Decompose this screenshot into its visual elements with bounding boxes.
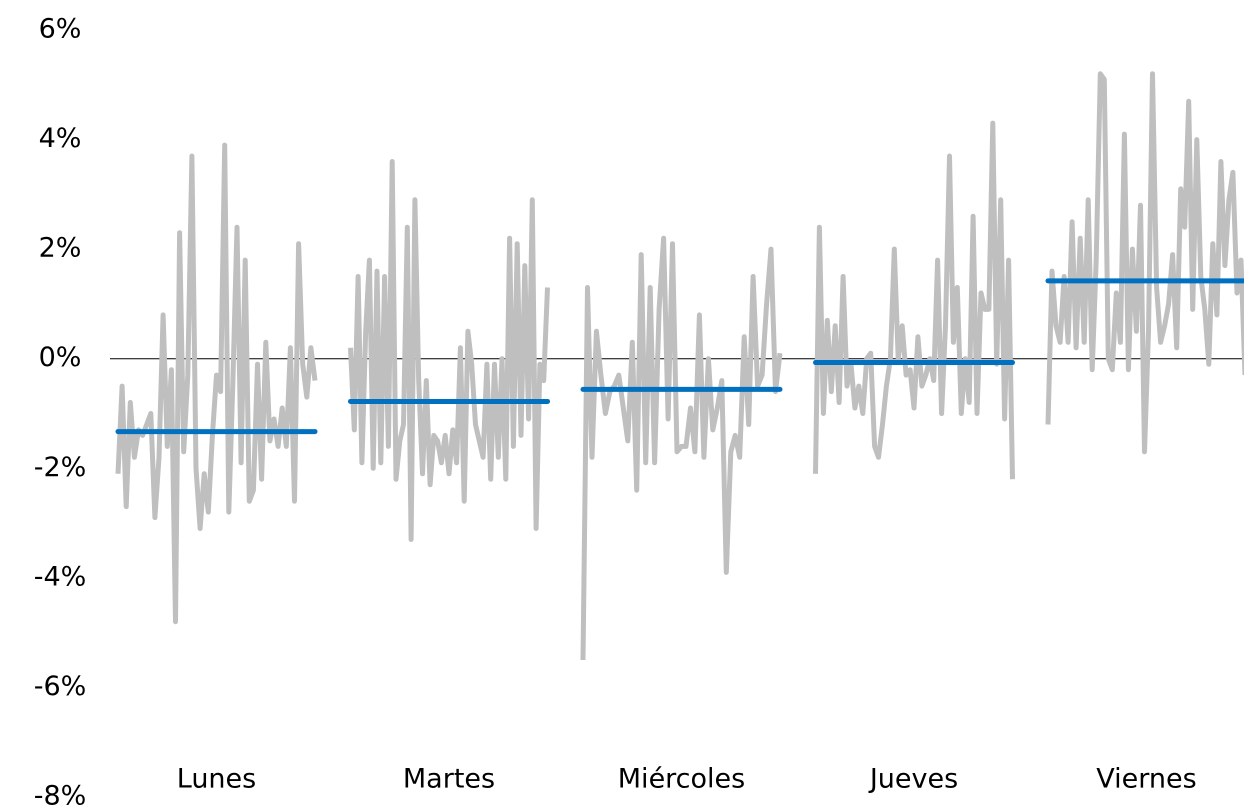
series-line — [580, 235, 783, 661]
x-tick-label: Jueves — [868, 764, 958, 795]
y-tick-label: 6% — [39, 14, 82, 45]
series-line — [1045, 71, 1244, 455]
x-tick-label: Miércoles — [618, 764, 745, 795]
y-tick-label: 4% — [39, 123, 82, 154]
y-tick-label: -6% — [34, 671, 87, 702]
y-tick-label: 2% — [39, 233, 82, 264]
x-tick-label: Martes — [403, 764, 495, 795]
y-tick-label: -2% — [34, 452, 87, 483]
x-tick-label: Lunes — [177, 764, 256, 795]
y-tick-label: -4% — [34, 561, 87, 592]
series-line — [813, 120, 1015, 480]
series-line — [115, 142, 318, 625]
series-line — [348, 159, 550, 542]
y-tick-label: 0% — [39, 342, 82, 373]
y-tick-label: -8% — [34, 781, 87, 808]
x-tick-label: Viernes — [1096, 764, 1196, 795]
